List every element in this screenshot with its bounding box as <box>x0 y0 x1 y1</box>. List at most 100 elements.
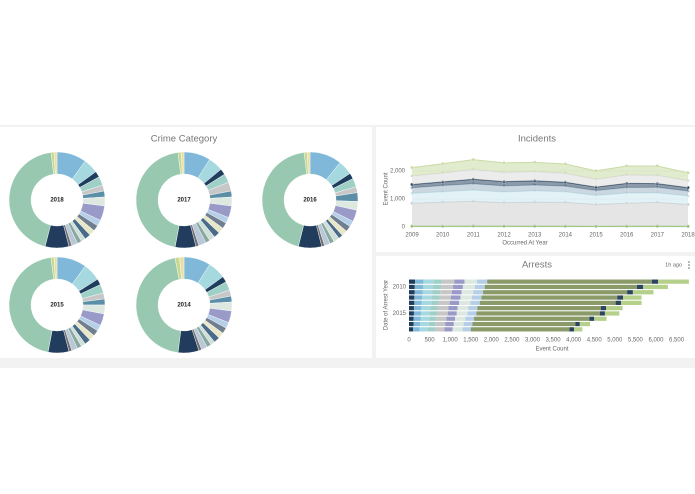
updated-time: 1h ago <box>665 262 682 268</box>
bar-segment <box>600 306 607 311</box>
bar-segment <box>420 311 430 316</box>
bar-segment <box>477 306 601 311</box>
bar-segment <box>462 327 471 332</box>
bar-segment <box>446 316 456 321</box>
area <box>412 159 688 181</box>
bar-segment <box>429 311 437 316</box>
bar-segment <box>420 316 430 321</box>
bar-segment <box>419 327 428 332</box>
pie-slice <box>53 256 58 280</box>
bar-segment <box>470 300 480 305</box>
bar-segment <box>447 311 457 316</box>
bar-segment <box>441 284 454 290</box>
bar-segment <box>414 284 423 290</box>
bar-segment <box>444 327 453 332</box>
bar-segment <box>434 327 445 332</box>
marker <box>410 165 414 170</box>
bar-segment <box>481 295 618 300</box>
bar-segment <box>453 321 464 327</box>
bar-segment <box>579 321 591 327</box>
bar-segment <box>599 311 605 316</box>
bar-segment <box>455 316 466 321</box>
pie-slice <box>306 151 311 175</box>
bar-segment <box>439 295 451 300</box>
panel-title: Arrests <box>522 260 552 271</box>
bar-segment <box>467 311 477 316</box>
x-tick-label: 2012 <box>497 233 511 239</box>
bar-segment <box>422 284 433 290</box>
bar-segment <box>421 300 432 305</box>
bar-segment <box>617 295 624 300</box>
marker <box>532 160 537 165</box>
bar-segment <box>476 311 600 316</box>
bar-segment <box>473 290 484 295</box>
marker <box>655 164 660 168</box>
x-tick-label: 2,500 <box>504 338 520 344</box>
pie-slice <box>135 257 181 353</box>
bar-segment <box>415 279 424 284</box>
bar-segment <box>474 284 485 290</box>
bar-segment <box>414 295 423 300</box>
bar-segment <box>420 321 429 327</box>
bar-segment <box>594 316 607 321</box>
bar-segment <box>427 327 435 332</box>
x-tick-label: 4,500 <box>587 338 603 344</box>
bar-segment <box>448 306 458 311</box>
x-tick-label: 2016 <box>620 233 634 239</box>
x-tick-label: 1,500 <box>463 338 479 344</box>
bar-segment <box>428 321 436 327</box>
bar-segment <box>413 306 422 311</box>
pie-slice <box>261 152 308 247</box>
marker <box>686 171 690 175</box>
bar-segment <box>450 295 461 300</box>
x-tick-label: 2,000 <box>484 338 500 344</box>
bar-segment <box>574 327 583 332</box>
bar-segment <box>436 311 448 316</box>
bar-segment <box>465 316 475 321</box>
bar-segment <box>441 279 455 284</box>
x-tick-label: 4,000 <box>566 338 582 344</box>
bar-segment <box>413 311 421 316</box>
donut-center-label: 2016 <box>303 198 317 204</box>
bar-segment <box>643 284 668 290</box>
menu-icon[interactable] <box>688 261 690 269</box>
bar-segment <box>464 279 477 284</box>
line <box>411 159 689 174</box>
area <box>412 183 688 197</box>
bar-segment <box>632 290 654 295</box>
x-tick-label: 6,000 <box>648 338 664 344</box>
x-tick-label: 2015 <box>589 233 603 239</box>
marker <box>502 161 506 165</box>
donut-center-label: 2017 <box>177 198 191 204</box>
bar-segment <box>409 321 414 327</box>
bar-segment <box>451 290 462 295</box>
donut-center-label: 2014 <box>177 303 191 309</box>
bar-segment <box>604 311 620 316</box>
y-axis-label: Event Count <box>384 172 390 205</box>
bar-segment <box>409 327 414 332</box>
x-tick-label: 6,500 <box>669 338 685 344</box>
bar-segment <box>409 316 414 321</box>
bar-segment <box>414 290 423 295</box>
bar-segment <box>474 316 590 321</box>
x-tick-label: 500 <box>425 338 436 344</box>
bar-segment <box>423 279 434 284</box>
bar-segment <box>637 284 644 290</box>
area <box>412 169 688 188</box>
x-tick-label: 1,000 <box>443 338 459 344</box>
y-tick-label: 0 <box>402 225 406 231</box>
bar-segment <box>575 321 580 327</box>
panel-title: Incidents <box>518 134 556 145</box>
bar-segment <box>429 316 437 321</box>
bar-segment <box>431 300 439 305</box>
bar-segment <box>468 306 478 311</box>
bar-segment <box>484 284 638 290</box>
marker <box>563 162 568 166</box>
bar-segment <box>409 295 415 300</box>
pie-slice <box>135 152 181 248</box>
bar-segment <box>472 321 576 327</box>
bar-segment <box>414 300 422 305</box>
bar-segment <box>651 279 659 284</box>
bar-segment <box>461 290 474 295</box>
bar-segment <box>435 321 446 327</box>
